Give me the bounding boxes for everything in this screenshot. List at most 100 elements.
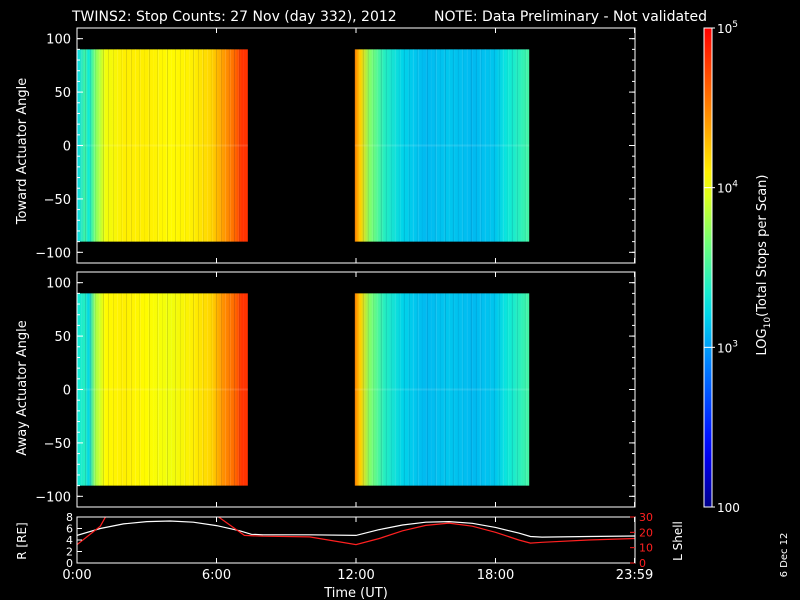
away-segment-0-stripe bbox=[203, 293, 204, 486]
away-segment-0 bbox=[77, 293, 248, 486]
away-segment-1-stripe bbox=[435, 293, 437, 486]
toward-segment-1-stripe bbox=[466, 49, 468, 242]
preliminary-note: NOTE: Data Preliminary - Not validated bbox=[434, 9, 707, 25]
toward-segment-0-stripe bbox=[126, 49, 127, 242]
toward-segment-0-stripe bbox=[158, 49, 159, 242]
toward-segment-1-stripe bbox=[470, 49, 472, 242]
time-tick-label: 18:00 bbox=[477, 568, 514, 583]
toward-segment-0-stripe bbox=[131, 49, 132, 242]
lshell-ytick-label: 20 bbox=[639, 526, 653, 539]
toward-segment-1-stripe bbox=[439, 49, 441, 242]
away-segment-1-stripe bbox=[394, 293, 396, 486]
toward-angle-ylabel: Toward Actuator Angle bbox=[15, 78, 30, 225]
toward-segment-0-stripe bbox=[117, 49, 118, 242]
away-segment-0-stripe bbox=[194, 293, 195, 486]
toward-segment-0-stripe bbox=[171, 49, 172, 242]
colorbar-tick-label: 103 bbox=[717, 339, 738, 355]
away-segment-0-stripe bbox=[167, 293, 168, 486]
away-segment-1-stripe bbox=[444, 293, 446, 486]
toward-segment-0-zero-band bbox=[77, 144, 248, 147]
away-segment-0-stripe bbox=[157, 293, 158, 486]
time-tick-label: 23:59 bbox=[616, 568, 653, 583]
away-segment-0-stripe bbox=[139, 293, 140, 486]
away-segment-1-stripe bbox=[381, 293, 383, 486]
time-xlabel: Time (UT) bbox=[323, 586, 388, 600]
away-segment-1-stripe bbox=[354, 293, 356, 486]
away-segment-1-stripe bbox=[448, 293, 450, 486]
away-segment-0-stripe bbox=[216, 293, 217, 486]
away-segment-1-stripe bbox=[484, 293, 486, 486]
toward-segment-0-stripe bbox=[207, 49, 208, 242]
away-segment-1-stripe bbox=[389, 293, 391, 486]
toward-segment-0-stripe bbox=[162, 49, 163, 242]
away-segment-1-stripe bbox=[470, 293, 472, 486]
away-segment-0-stripe bbox=[153, 293, 154, 486]
away-segment-0-stripe bbox=[121, 293, 122, 486]
toward-segment-1-stripe bbox=[488, 49, 490, 242]
away-segment-1-stripe bbox=[371, 293, 373, 486]
toward-segment-1-stripe bbox=[425, 49, 427, 242]
toward-segment-1-stripe bbox=[394, 49, 396, 242]
away-segment-0-stripe bbox=[131, 293, 132, 486]
away-angle-panel: 100 50 0 −50 −100 bbox=[35, 271, 636, 508]
away-segment-0-stripe bbox=[180, 293, 181, 486]
toward-segment-0-stripe bbox=[112, 49, 113, 242]
toward-segment-0-stripe bbox=[243, 49, 244, 242]
toward-segment-1-stripe bbox=[412, 49, 414, 242]
colorbar-label: LOG10(Total Stops per Scan) bbox=[755, 175, 773, 356]
away-segment-1-stripe bbox=[443, 293, 445, 486]
toward-segment-1-stripe bbox=[480, 49, 482, 242]
away-segment-1-stripe bbox=[525, 293, 527, 486]
toward-segment-1-stripe bbox=[435, 49, 437, 242]
away-segment-0-stripe bbox=[126, 293, 127, 486]
toward-segment-0-stripe bbox=[229, 49, 230, 242]
toward-segment-1-stripe bbox=[497, 49, 499, 242]
toward-segment-1-stripe bbox=[452, 49, 454, 242]
toward-segment-1-stripe bbox=[520, 49, 522, 242]
away-segment-1-stripe bbox=[524, 293, 526, 486]
away-segment-1-stripe bbox=[452, 293, 454, 486]
away-segment-0-stripe bbox=[112, 293, 113, 486]
colorbar-label-sub: 10 bbox=[763, 317, 773, 329]
toward-segment-0-stripe bbox=[211, 49, 212, 242]
away-segment-0-stripe bbox=[104, 293, 105, 486]
toward-segment-1-stripe bbox=[371, 49, 373, 242]
radius-line-0 bbox=[77, 520, 635, 538]
away-segment-1-stripe bbox=[498, 293, 500, 486]
toward-segment-0 bbox=[77, 49, 248, 242]
toward-segment-0-stripe bbox=[185, 49, 186, 242]
away-ytick-label: −100 bbox=[35, 490, 71, 505]
toward-segment-1-stripe bbox=[354, 49, 356, 242]
away-segment-1-stripe bbox=[358, 293, 360, 486]
away-segment-1-stripe bbox=[398, 293, 400, 486]
away-segment-0-stripe bbox=[162, 293, 163, 486]
toward-segment-1-stripe bbox=[444, 49, 446, 242]
toward-ytick-label: −50 bbox=[44, 193, 71, 208]
colorbar-label-log: LOG bbox=[755, 328, 770, 355]
away-segment-1-stripe bbox=[462, 293, 464, 486]
colorbar-tick-label: 105 bbox=[717, 20, 738, 36]
away-segment-0-stripe bbox=[148, 293, 149, 486]
time-tick-label: 12:00 bbox=[337, 568, 374, 583]
away-segment-1-stripe bbox=[515, 293, 517, 486]
away-segment-1-stripe bbox=[493, 293, 495, 486]
away-segment-0-stripe bbox=[175, 293, 176, 486]
toward-segment-0-stripe bbox=[122, 49, 123, 242]
radius-ylabel: R [RE] bbox=[15, 522, 29, 559]
away-segment-0-stripe bbox=[144, 293, 145, 486]
away-segment-0-stripe bbox=[176, 293, 177, 486]
away-segment-0-stripe bbox=[86, 293, 87, 486]
toward-segment-0-stripe bbox=[108, 49, 109, 242]
away-segment-0-stripe bbox=[158, 293, 159, 486]
toward-segment-1-stripe bbox=[525, 49, 527, 242]
toward-ytick-label: 0 bbox=[63, 140, 71, 155]
radius-ytick-label: 6 bbox=[66, 523, 73, 536]
away-segment-1-stripe bbox=[399, 293, 401, 486]
toward-segment-0-stripe bbox=[121, 49, 122, 242]
away-segment-0-stripe bbox=[202, 293, 203, 486]
toward-segment-0-stripe bbox=[184, 49, 185, 242]
away-segment-1-stripe bbox=[434, 293, 436, 486]
toward-segment-0-stripe bbox=[238, 49, 239, 242]
away-segment-0-stripe bbox=[234, 293, 235, 486]
